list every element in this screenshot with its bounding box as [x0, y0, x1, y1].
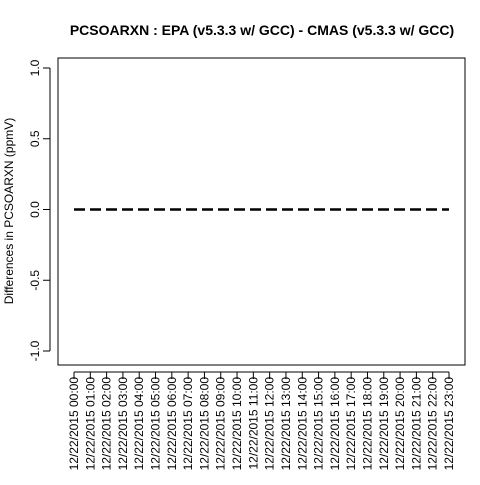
- x-tick-label: 12/22/2015 13:00: [279, 377, 293, 471]
- y-tick-label: 0.0: [28, 201, 42, 218]
- x-tick-label: 12/22/2015 17:00: [344, 377, 358, 471]
- x-tick-label: 12/22/2015 18:00: [360, 377, 374, 471]
- x-tick-label: 12/22/2015 14:00: [295, 377, 309, 471]
- x-tick-label: 12/22/2015 20:00: [393, 377, 407, 471]
- plot-frame: [58, 58, 465, 365]
- x-tick-label: 12/22/2015 06:00: [165, 377, 179, 471]
- x-tick-label: 12/22/2015 02:00: [100, 377, 114, 471]
- x-tick-label: 12/22/2015 11:00: [246, 377, 260, 470]
- x-tick-label: 12/22/2015 09:00: [214, 377, 228, 471]
- y-tick-label: 0.5: [28, 130, 42, 147]
- x-tick-label: 12/22/2015 01:00: [83, 377, 97, 471]
- x-tick-label: 12/22/2015 04:00: [132, 377, 146, 471]
- x-tick-label: 12/22/2015 16:00: [328, 377, 342, 471]
- y-axis-label: Differences in PCSOARXN (ppmV): [2, 118, 16, 305]
- x-tick-label: 12/22/2015 10:00: [230, 377, 244, 471]
- x-tick-label: 12/22/2015 22:00: [426, 377, 440, 471]
- x-tick-label: 12/22/2015 19:00: [377, 377, 391, 471]
- x-tick-label: 12/22/2015 12:00: [263, 377, 277, 471]
- chart-title: PCSOARXN : EPA (v5.3.3 w/ GCC) - CMAS (v…: [70, 22, 454, 38]
- x-tick-label: 12/22/2015 23:00: [442, 377, 456, 471]
- x-tick-label: 12/22/2015 03:00: [116, 377, 130, 471]
- y-tick-label: 1.0: [28, 59, 42, 76]
- y-tick-label: -1.0: [28, 340, 42, 361]
- x-tick-label: 12/22/2015 21:00: [409, 377, 423, 471]
- y-tick-label: -0.5: [28, 270, 42, 291]
- x-tick-label: 12/22/2015 07:00: [181, 377, 195, 471]
- x-tick-label: 12/22/2015 00:00: [67, 377, 81, 471]
- x-tick-label: 12/22/2015 08:00: [197, 377, 211, 471]
- x-tick-label: 12/22/2015 15:00: [312, 377, 326, 471]
- y-axis: -1.0 -0.5 0.0 0.5 1.0: [28, 59, 50, 361]
- x-tick-label: 12/22/2015 05:00: [149, 377, 163, 471]
